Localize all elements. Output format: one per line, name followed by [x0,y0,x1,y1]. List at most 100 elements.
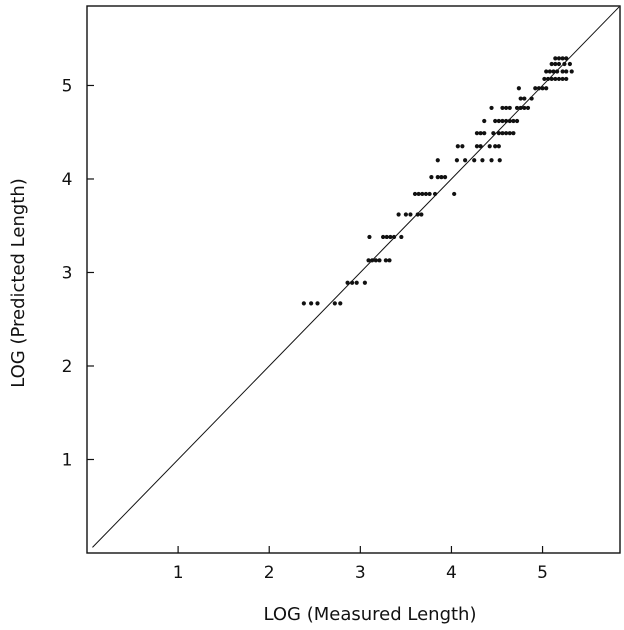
data-point-94 [555,69,560,74]
data-point-69 [504,105,509,111]
data-point-60 [493,118,498,124]
data-point-82 [540,86,545,91]
data-point-43 [497,158,502,163]
data-point-91 [544,69,549,74]
data-point-54 [491,131,496,136]
y-axis-title: LOG (Predicted Length) [8,178,29,388]
data-point-100 [556,61,562,67]
data-point-3 [332,301,337,306]
data-point-70 [507,105,512,111]
data-point-44 [455,144,460,149]
data-point-9 [366,258,371,263]
data-point-24 [415,212,420,217]
data-point-59 [511,131,516,136]
data-point-22 [403,212,408,217]
data-point-92 [547,69,552,74]
data-point-17 [384,234,389,240]
data-point-83 [544,86,549,91]
data-point-16 [381,234,386,240]
data-point-5 [345,280,350,285]
data-point-40 [472,158,477,163]
data-point-78 [529,96,534,101]
data-point-7 [354,280,359,285]
data-point-30 [427,191,432,197]
data-point-89 [560,76,565,82]
data-point-37 [435,158,440,163]
data-point-101 [562,61,567,67]
data-point-26 [412,191,418,197]
data-point-47 [478,144,483,149]
data-point-74 [525,105,531,111]
x-axis: 1 2 3 4 5 [173,546,548,583]
data-point-56 [500,131,505,136]
data-point-103 [553,56,558,61]
data-point-93 [551,69,556,74]
data-point-41 [480,158,485,163]
data-point-52 [478,131,483,136]
data-point-67 [482,118,487,124]
data-point-87 [553,76,558,82]
data-point-8 [362,280,367,285]
data-point-1 [309,301,314,306]
data-point-33 [435,175,440,180]
data-point-66 [514,118,520,124]
data-point-15 [367,234,372,240]
data-point-55 [496,131,501,136]
data-point-53 [482,131,487,136]
y-tick-label-2: 3 [62,263,73,283]
data-point-51 [474,131,480,136]
data-point-11 [373,258,378,263]
data-point-29 [423,191,429,197]
data-point-96 [564,69,569,74]
data-point-48 [487,144,492,149]
x-tick-label-2: 3 [355,563,366,583]
y-tick-label-3: 4 [62,170,73,190]
data-point-20 [399,234,404,240]
y-tick-label-0: 1 [62,450,73,470]
y-tick-label-1: 2 [62,357,73,377]
data-point-79 [516,86,521,91]
x-tick-label-1: 2 [264,563,275,583]
data-point-77 [522,96,527,101]
data-point-72 [518,105,523,111]
data-point-88 [556,76,562,82]
data-point-18 [388,234,393,240]
data-point-97 [569,69,574,74]
data-point-102 [567,61,572,67]
data-point-38 [454,158,460,163]
plot-frame [86,5,621,554]
data-point-80 [533,86,538,91]
data-point-76 [518,96,523,101]
data-point-35 [442,175,448,180]
data-point-75 [489,105,494,111]
data-points [301,56,574,306]
data-point-19 [391,234,397,240]
data-point-13 [383,258,388,263]
data-point-65 [511,118,516,124]
x-tick-label-0: 1 [173,563,184,583]
data-point-73 [522,105,527,111]
data-point-31 [432,191,438,197]
x-axis-title: LOG (Measured Length) [263,604,476,625]
data-point-98 [549,61,554,67]
data-point-23 [408,212,413,217]
data-point-6 [350,280,355,285]
data-point-84 [542,76,547,82]
data-point-45 [460,144,465,149]
data-point-10 [370,258,375,263]
data-point-61 [496,118,501,124]
data-point-95 [560,69,565,74]
data-point-85 [545,76,551,82]
data-point-34 [439,175,444,180]
data-point-0 [301,301,306,306]
data-point-68 [500,105,505,111]
data-point-2 [315,301,320,306]
data-point-12 [377,258,382,263]
data-point-21 [396,212,401,217]
data-point-105 [560,56,565,61]
y-axis: 1 2 3 4 5 [62,76,94,470]
data-point-99 [553,61,558,67]
data-point-32 [452,191,457,197]
data-point-49 [493,144,498,149]
